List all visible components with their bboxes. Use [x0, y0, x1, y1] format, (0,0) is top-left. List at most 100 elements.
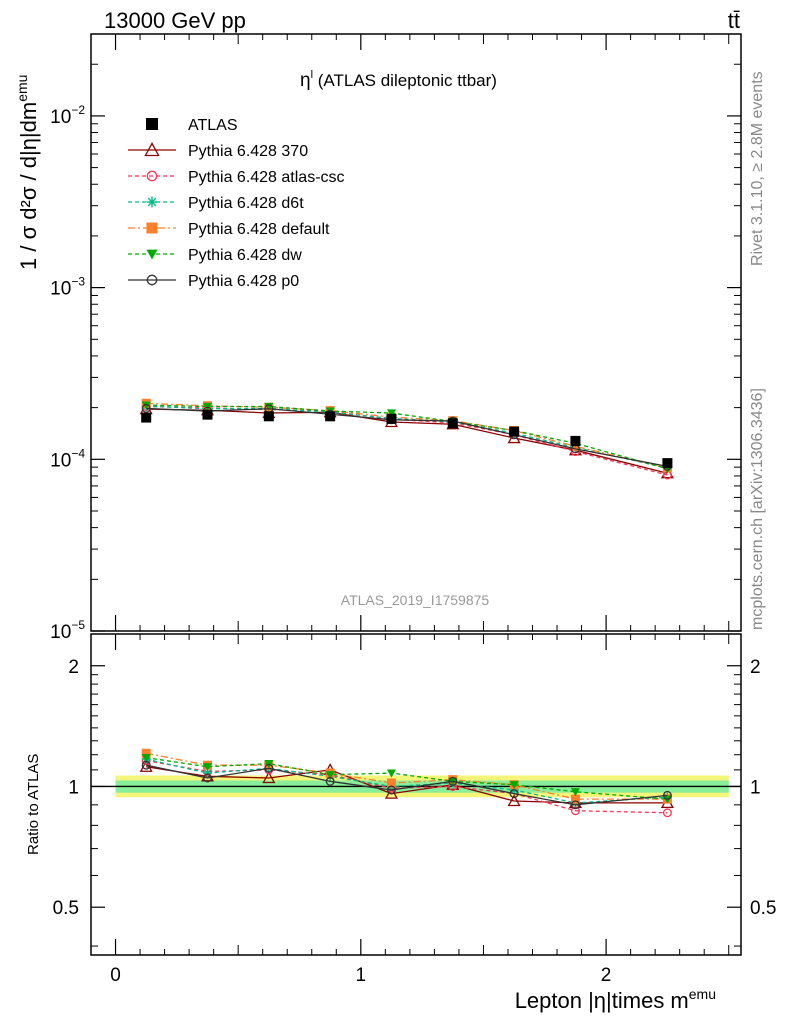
y-tick-label-base: 10	[50, 279, 71, 300]
y-tick-label-exp: −2	[71, 103, 85, 117]
main-plot-frame	[90, 33, 742, 632]
y-axis-label-main-text: 1 / σ d²σ / d|η|dm	[16, 102, 41, 270]
ratio-tick-label-right: 0.5	[750, 898, 776, 919]
y-tick-label-exp: −4	[71, 446, 85, 460]
legend-item-1: Pythia 6.428 atlas-csc	[128, 169, 345, 186]
legend-item-4: Pythia 6.428 dw	[128, 247, 302, 264]
ratio-axis-ticks: 0.5 0.5 1 1 2 2	[53, 657, 776, 947]
atlas-data-point	[662, 458, 673, 469]
y-tick-label-exp: −3	[71, 275, 85, 289]
series-line-5	[146, 407, 668, 467]
legend-label-2: Pythia 6.428 d6t	[188, 195, 304, 212]
ratio-point-5	[386, 785, 396, 795]
main-axis-ticks: 10−510−410−310−2	[50, 63, 741, 643]
legend-marker-3	[146, 222, 158, 234]
y-tick-label: 10−5	[50, 618, 85, 643]
ratio-tick-label-left: 0.5	[53, 898, 79, 919]
legend-label-4: Pythia 6.428 dw	[188, 247, 302, 264]
ratio-plot-frame	[90, 633, 742, 956]
y-tick-label-exp: −5	[71, 618, 85, 632]
legend-marker-0	[144, 142, 160, 157]
x-axis-ticks: 0 1 2	[90, 34, 730, 986]
ratio-point-0	[262, 771, 276, 784]
legend-marker-1	[146, 170, 158, 182]
plot-title: ηl (ATLAS dileptonic ttbar)	[300, 69, 497, 91]
legend-label-3: Pythia 6.428 default	[188, 221, 330, 238]
legend-item-2: Pythia 6.428 d6t	[128, 195, 304, 212]
ratio-tick-label-left: 2	[68, 657, 79, 678]
analysis-watermark: ATLAS_2019_I1759875	[341, 592, 490, 608]
ratio-series-layer	[139, 748, 674, 818]
ratio-point-3	[141, 748, 151, 758]
legend-marker-4	[146, 249, 158, 260]
ratio-point-4	[386, 769, 396, 778]
ratio-point-0	[507, 794, 521, 807]
legend-marker-atlas	[146, 118, 158, 130]
legend-item-3: Pythia 6.428 default	[128, 221, 330, 238]
ratio-point-3	[386, 778, 396, 788]
ratio-point-5	[509, 789, 519, 799]
plot-title-sup: l	[311, 69, 313, 81]
y-axis-label-main-sup: emu	[14, 75, 30, 102]
main-series-layer	[139, 398, 674, 480]
ratio-point-5	[141, 760, 151, 770]
x-tick-label: 2	[601, 965, 612, 986]
series-point-4	[386, 409, 396, 418]
ratio-point-5	[570, 800, 580, 810]
legend-label-atlas: ATLAS	[188, 117, 238, 134]
ratio-line-5	[146, 764, 668, 806]
legend-item-atlas: ATLAS	[146, 117, 238, 134]
legend-marker-2-stroke	[147, 197, 157, 207]
ratio-point-5	[325, 776, 335, 786]
legend-item-0: Pythia 6.428 370	[128, 142, 308, 160]
y-axis-label-main: 1 / σ d²σ / d|η|dmemu	[14, 75, 41, 270]
ratio-point-4	[570, 788, 580, 797]
y-tick-label: 10−4	[50, 446, 85, 471]
atlas-data-point	[509, 426, 520, 437]
x-tick-label: 1	[356, 965, 367, 986]
atlas-data-point	[386, 413, 397, 424]
y-tick-label-base: 10	[50, 622, 71, 643]
legend-marker-5	[146, 274, 158, 286]
ratio-point-5	[662, 790, 672, 800]
y-tick-label-base: 10	[50, 107, 71, 128]
ratio-point-1	[662, 808, 672, 818]
y-tick-label-base: 10	[50, 450, 71, 471]
series-line-4	[146, 404, 668, 470]
ratio-point-5	[203, 773, 212, 783]
x-axis-label-text: Lepton |η|times m	[515, 988, 689, 1013]
legend-label-1: Pythia 6.428 atlas-csc	[188, 169, 345, 186]
series-line-1	[146, 405, 668, 476]
ratio-point-3	[570, 794, 580, 804]
series-point-4	[141, 401, 151, 410]
x-axis-label: Lepton |η|times memu	[515, 986, 716, 1013]
x-tick-label: 0	[110, 965, 121, 986]
y-axis-label-ratio: Ratio to ATLAS	[25, 754, 42, 855]
energy-label: 13000 GeV pp	[104, 8, 246, 33]
atlas-data-point	[141, 412, 152, 423]
mcplots-label: mcplots.cern.ch [arXiv:1306.3436]	[749, 388, 766, 630]
plot-title-main: η	[300, 70, 311, 91]
legend: ATLAS Pythia 6.428 370 Pythia 6.428 atlas-…	[128, 117, 345, 290]
legend-label-5: Pythia 6.428 p0	[188, 273, 299, 290]
ratio-tick-label-right: 2	[750, 657, 761, 678]
ratio-point-4	[325, 771, 335, 780]
atlas-data-point	[447, 418, 458, 429]
legend-item-5: Pythia 6.428 p0	[128, 273, 299, 290]
ratio-tick-label-left: 1	[68, 777, 79, 798]
y-tick-label: 10−3	[50, 275, 85, 300]
y-tick-label: 10−2	[50, 103, 85, 128]
process-label: tt̄	[728, 8, 740, 33]
atlas-data-point	[202, 409, 213, 420]
legend-marker-2	[146, 196, 158, 208]
legend-label-0: Pythia 6.428 370	[188, 143, 308, 160]
atlas-data-point	[570, 435, 581, 446]
atlas-data-point	[325, 411, 336, 422]
ratio-point-4	[509, 781, 519, 790]
ratio-tick-label-right: 1	[750, 777, 761, 798]
ratio-point-4	[203, 763, 213, 772]
plot-title-rest: (ATLAS dileptonic ttbar)	[313, 71, 497, 90]
ratio-point-5	[448, 776, 458, 786]
ratio-point-4	[141, 754, 151, 763]
